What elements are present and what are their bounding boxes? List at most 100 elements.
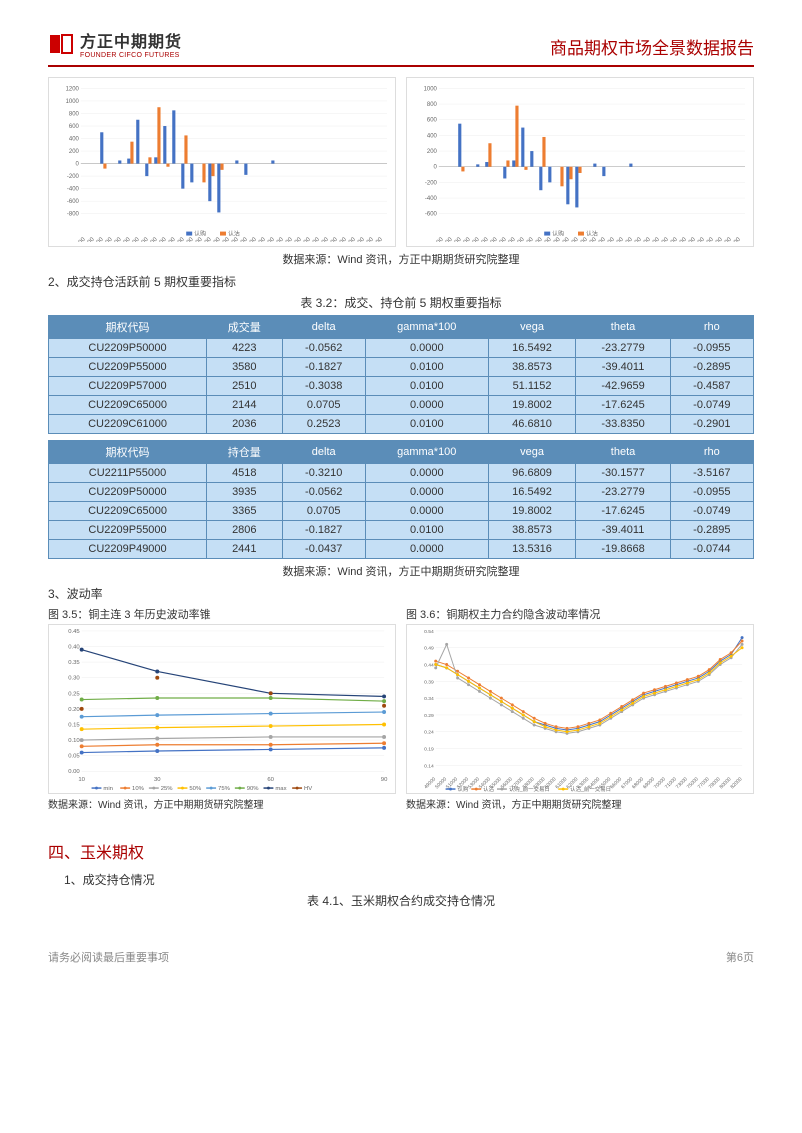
svg-text:0.10: 0.10 [68, 738, 80, 744]
svg-text:10%: 10% [132, 786, 145, 792]
svg-text:49000: 49000 [71, 236, 87, 242]
svg-text:0.19: 0.19 [424, 747, 434, 753]
svg-text:90%: 90% [247, 786, 260, 792]
logo-text-cn: 方正中期期货 [80, 28, 182, 52]
svg-text:0.00: 0.00 [68, 769, 80, 775]
table-header: 持仓量 [207, 441, 283, 464]
logo-icon [48, 31, 74, 57]
svg-text:0.45: 0.45 [68, 629, 80, 635]
svg-text:0.35: 0.35 [68, 660, 80, 666]
svg-text:0.54: 0.54 [424, 629, 434, 635]
page-number: 第6页 [726, 949, 754, 965]
svg-text:0.25: 0.25 [68, 691, 80, 697]
svg-text:400: 400 [427, 133, 438, 139]
table-header: 期权代码 [49, 316, 207, 339]
table-header: gamma*100 [365, 441, 488, 464]
svg-text:800: 800 [427, 102, 438, 108]
svg-text:HV: HV [304, 786, 312, 792]
table-header: vega [488, 441, 576, 464]
svg-text:-800: -800 [67, 212, 80, 218]
section4-sub: 1、成交持仓情况 [64, 871, 754, 888]
svg-text:600: 600 [69, 124, 80, 130]
svg-text:0.49: 0.49 [424, 646, 434, 652]
svg-text:49000: 49000 [429, 236, 445, 242]
vol-cone-chart: 0.000.050.100.150.200.250.300.350.400.45… [48, 624, 396, 794]
svg-text:200: 200 [69, 149, 80, 155]
svg-text:认购: 认购 [552, 230, 564, 238]
chart35-source: 数据来源：Wind 资讯，方正中期期货研究院整理 [48, 796, 396, 811]
page-header: 方正中期期货 FOUNDER CIFCO FUTURES 商品期权市场全景数据报… [48, 28, 754, 67]
table-row: CU2209P500003935-0.05620.000016.5492-23.… [49, 483, 754, 502]
svg-text:0.15: 0.15 [68, 722, 80, 728]
chart35-title: 图 3.5：铜主连 3 年历史波动率锥 [48, 606, 396, 622]
table-header: rho [670, 316, 753, 339]
svg-text:0: 0 [434, 165, 438, 171]
svg-text:200: 200 [427, 149, 438, 155]
chart36-title: 图 3.6：铜期权主力合约隐含波动率情况 [406, 606, 754, 622]
bar-chart-right: -600-400-2000200400600800100049000500005… [406, 77, 754, 247]
footer-notice: 请务必阅读最后重要事项 [48, 949, 169, 965]
svg-text:-600: -600 [425, 212, 438, 218]
report-title: 商品期权市场全景数据报告 [550, 34, 754, 59]
svg-text:0.14: 0.14 [424, 763, 434, 769]
svg-text:认购: 认购 [457, 785, 468, 793]
logo-text-en: FOUNDER CIFCO FUTURES [80, 52, 182, 59]
svg-text:0.40: 0.40 [68, 644, 80, 650]
table-header: delta [282, 441, 365, 464]
svg-text:-200: -200 [67, 174, 80, 180]
svg-text:30: 30 [154, 777, 161, 783]
table-header: theta [576, 441, 670, 464]
section3-label: 3、波动率 [48, 585, 754, 602]
svg-text:50%: 50% [189, 786, 202, 792]
table-row: CU2209P500004223-0.05620.000016.5492-23.… [49, 339, 754, 358]
svg-text:-400: -400 [67, 187, 80, 193]
svg-text:82000: 82000 [730, 776, 744, 790]
svg-text:0.20: 0.20 [68, 707, 80, 713]
svg-text:-400: -400 [425, 196, 438, 202]
table-volume: 期权代码成交量deltagamma*100vegathetarhoCU2209P… [48, 315, 754, 434]
table-header: 期权代码 [49, 441, 207, 464]
bar-chart-left: -800 -600 -400 -200 0 200 400 600 800 1000 1200 490… [48, 77, 396, 247]
table-row: CU2209P490002441-0.04370.000013.5316-19.… [49, 540, 754, 559]
svg-text:1200: 1200 [66, 86, 80, 92]
logo: 方正中期期货 FOUNDER CIFCO FUTURES [48, 28, 182, 59]
svg-text:0.05: 0.05 [68, 754, 80, 760]
section2-label: 2、成交持仓活跃前 5 期权重要指标 [48, 273, 754, 290]
svg-text:max: max [275, 786, 286, 792]
svg-text:0.29: 0.29 [424, 713, 434, 719]
table-source: 数据来源：Wind 资讯，方正中期期货研究院整理 [48, 563, 754, 579]
svg-text:0: 0 [76, 162, 80, 168]
svg-text:600: 600 [427, 118, 438, 124]
table32-title: 表 3.2：成交、持仓前 5 期权重要指标 [48, 294, 754, 311]
table-row: CU2209C6500033650.07050.000019.8002-17.6… [49, 502, 754, 521]
table-oi: 期权代码持仓量deltagamma*100vegathetarhoCU2211P… [48, 440, 754, 559]
page-footer: 请务必阅读最后重要事项 第6页 [48, 949, 754, 965]
svg-text:0.39: 0.39 [424, 679, 434, 685]
svg-text:800: 800 [69, 111, 80, 117]
svg-text:1000: 1000 [66, 99, 80, 105]
svg-text:10: 10 [78, 777, 85, 783]
chart36-source: 数据来源：Wind 资讯，方正中期期货研究院整理 [406, 796, 754, 811]
table-row: CU2209P550003580-0.18270.010038.8573-39.… [49, 358, 754, 377]
table-header: vega [488, 316, 576, 339]
svg-text:0.44: 0.44 [424, 663, 434, 669]
svg-text:25%: 25% [161, 786, 174, 792]
svg-text:认沽: 认沽 [228, 230, 240, 238]
svg-text:认购: 认购 [194, 230, 206, 238]
table-row: CU2209C6500021440.07050.000019.8002-17.6… [49, 396, 754, 415]
svg-text:0.24: 0.24 [424, 730, 434, 736]
svg-text:-600: -600 [67, 199, 80, 205]
svg-text:-200: -200 [425, 180, 438, 186]
svg-text:400: 400 [69, 137, 80, 143]
table-header: theta [576, 316, 670, 339]
iv-chart: 0.140.190.240.290.340.390.440.490.544900… [406, 624, 754, 794]
svg-text:认沽: 认沽 [586, 230, 598, 238]
table-header: rho [670, 441, 753, 464]
svg-text:认购_前一交易日: 认购_前一交易日 [509, 785, 550, 793]
svg-text:90: 90 [381, 777, 388, 783]
vol-charts-row: 图 3.5：铜主连 3 年历史波动率锥 0.00 0.05 0.10 0.15 0.20… [48, 606, 754, 811]
svg-text:0.34: 0.34 [424, 696, 434, 702]
svg-text:75%: 75% [218, 786, 231, 792]
svg-text:60: 60 [267, 777, 274, 783]
top-charts-source: 数据来源：Wind 资讯，方正中期期货研究院整理 [48, 251, 754, 267]
